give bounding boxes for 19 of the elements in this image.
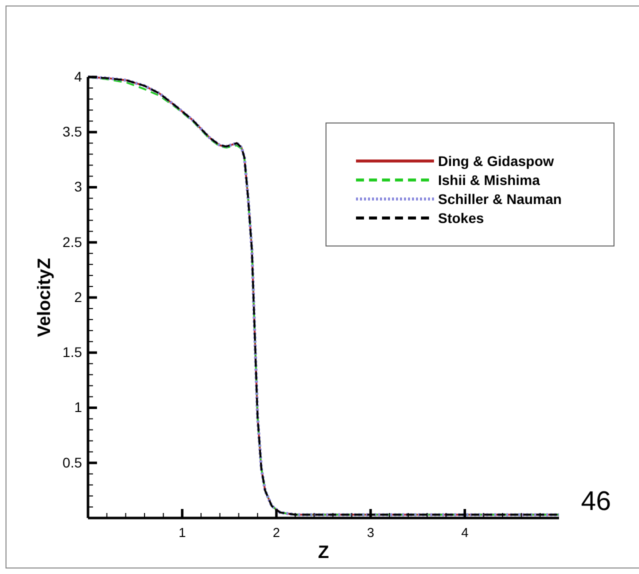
x-tick-label: 1 [178,525,186,540]
x-axis-title: Z [318,542,329,562]
legend-label: Stokes [438,210,484,226]
y-tick-label: 2 [74,288,82,305]
y-tick-label: 2.5 [62,234,82,250]
text: 46 [580,486,611,516]
y-tick-label: 1 [74,399,82,416]
y-tick-label: 0.5 [62,454,82,470]
x-tick-label: 4 [461,525,468,540]
x-tick-label: 2 [272,525,280,540]
y-tick-label: 4 [74,68,82,84]
legend-label: Ding & Gidaspow [438,153,554,169]
y-axis-title: VelocityZ [34,258,54,338]
y-tick-label: 1.5 [62,344,82,360]
legend-label: Ishii & Mishima [438,172,540,188]
x-tick-label: 3 [366,525,374,540]
legend-label: Schiller & Nauman [438,191,562,207]
y-tick-label: 3 [74,178,82,195]
y-tick-label: 3.5 [62,124,82,140]
